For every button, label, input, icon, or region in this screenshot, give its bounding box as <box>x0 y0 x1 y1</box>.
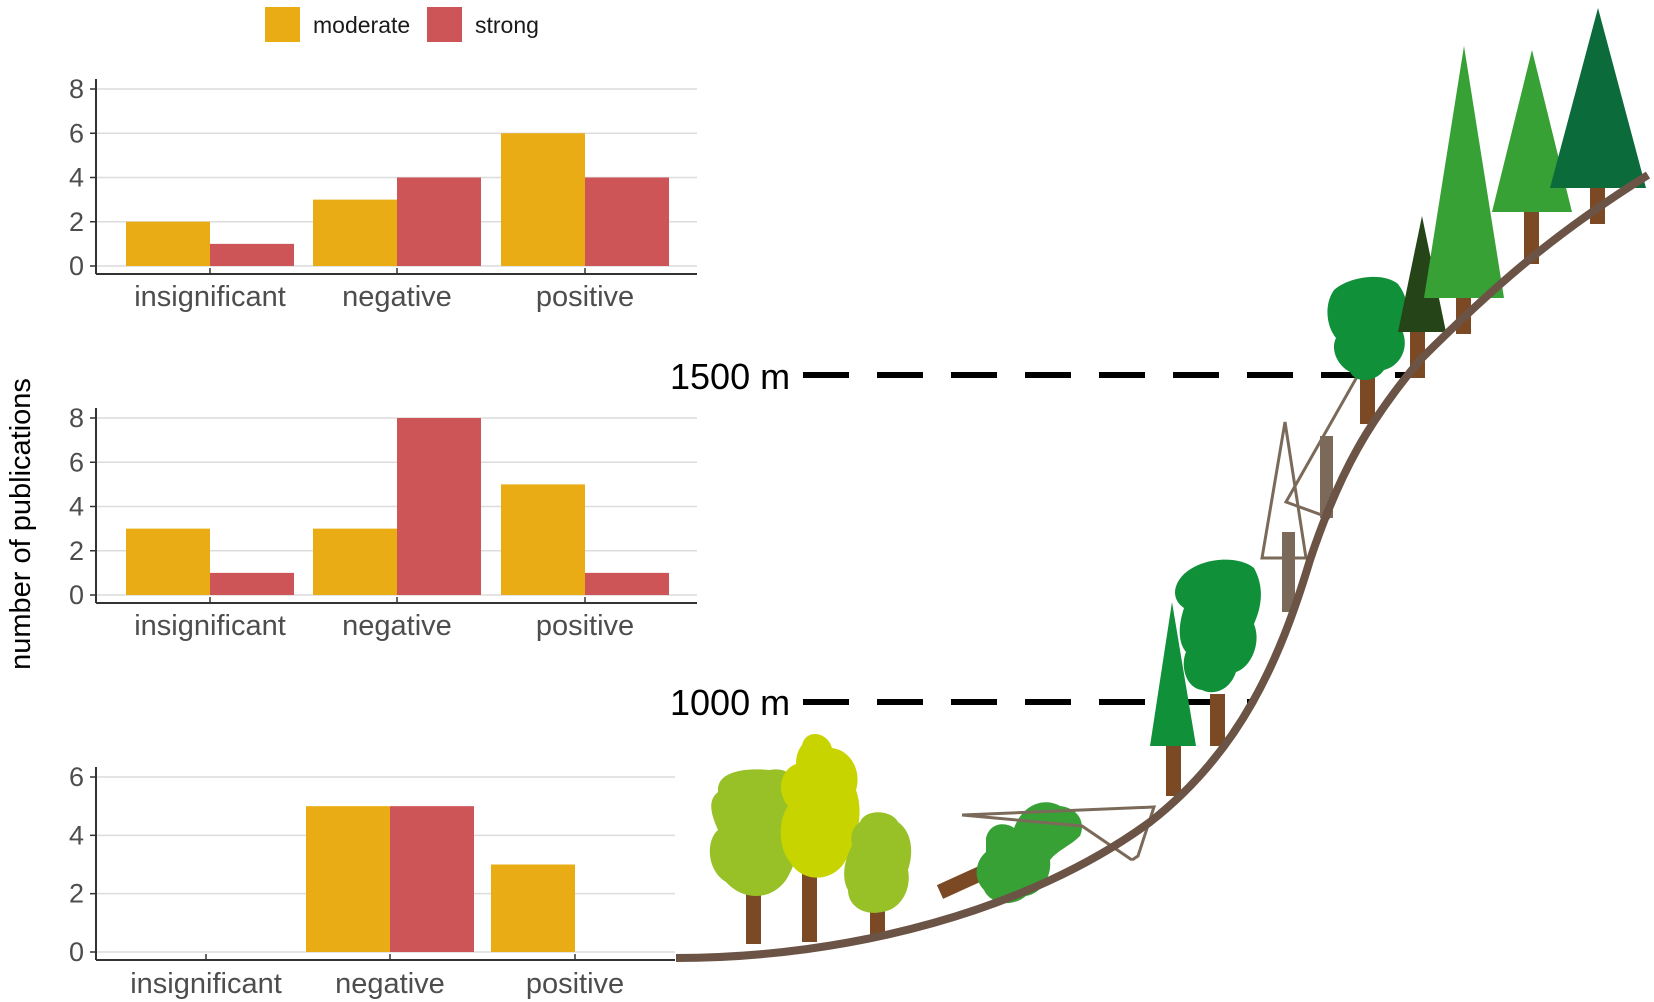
elevation-label-1500: 1500 m <box>670 356 790 397</box>
dead-tree-outline <box>1260 367 1364 612</box>
y-tick-label: 0 <box>69 251 84 281</box>
bar-strong-negative <box>390 806 474 952</box>
bar-strong-insignificant <box>210 572 294 595</box>
bar-moderate-insignificant <box>126 221 210 266</box>
y-tick-label: 4 <box>69 163 84 193</box>
bar-moderate-negative <box>313 199 397 266</box>
mountain-illustration: 1500 m 1000 m <box>670 8 1651 962</box>
legend: moderate strong <box>265 7 539 42</box>
y-tick-label: 0 <box>69 937 84 967</box>
legend-swatch-moderate <box>265 7 300 42</box>
bar-panel-1: 0 2 4 6 8 insignificant negative positive <box>69 74 697 313</box>
bar-panels: 0 2 4 6 8 insignificant negative positive 0 2 4 6 8 i… <box>69 74 697 1000</box>
y-tick-label: 2 <box>69 536 84 566</box>
broadleaf-tree-2 <box>780 733 860 942</box>
y-tick-label: 2 <box>69 879 84 909</box>
y-tick-label: 8 <box>69 403 84 433</box>
bar-moderate-negative <box>313 528 397 595</box>
legend-swatch-strong <box>427 7 462 42</box>
x-category-label: insignificant <box>130 968 282 1000</box>
y-tick-label: 6 <box>69 118 84 148</box>
bar-moderate-positive <box>501 484 585 595</box>
x-category-label: negative <box>342 610 452 642</box>
y-tick-label: 6 <box>69 762 84 792</box>
bar-moderate-positive <box>501 133 585 266</box>
broadleaf-tree-3 <box>844 812 912 936</box>
y-tick-label: 2 <box>69 207 84 237</box>
bar-moderate-insignificant <box>126 528 210 595</box>
bar-strong-negative <box>397 418 481 595</box>
x-category-label: positive <box>536 610 634 642</box>
x-category-label: negative <box>342 281 452 313</box>
bar-panel-3: 0 2 4 6 insignificant negative positive <box>69 762 675 1000</box>
broadleaf-tree-1 <box>709 769 800 944</box>
x-category-label: insignificant <box>134 281 286 313</box>
bar-strong-positive <box>585 177 669 266</box>
bar-panel-2: 0 2 4 6 8 insignificant negative positive <box>69 403 697 642</box>
bar-strong-positive <box>585 572 669 595</box>
x-category-label: insignificant <box>134 610 286 642</box>
tall-conifer-2 <box>1492 50 1572 264</box>
y-tick-label: 4 <box>69 820 84 850</box>
x-category-label: positive <box>536 281 634 313</box>
elevation-marker-1500: 1500 m <box>670 356 1425 397</box>
y-tick-label: 0 <box>69 580 84 610</box>
bar-moderate-positive <box>491 864 575 952</box>
x-category-label: negative <box>335 968 445 1000</box>
elevation-label-1000: 1000 m <box>670 682 790 723</box>
y-axis-label: number of publications <box>5 378 37 670</box>
legend-label-strong: strong <box>475 12 539 38</box>
x-category-label: positive <box>526 968 624 1000</box>
upper-broadleaf-tree <box>1327 276 1407 424</box>
mountain-slope-line <box>675 171 1651 962</box>
legend-label-moderate: moderate <box>313 12 410 38</box>
y-tick-label: 8 <box>69 74 84 104</box>
bar-strong-negative <box>397 177 481 266</box>
bar-moderate-negative <box>306 806 390 952</box>
bar-strong-insignificant <box>210 243 294 266</box>
fallen-tree <box>936 802 1157 904</box>
mixed-tree-pair <box>1150 559 1261 796</box>
y-tick-label: 4 <box>69 492 84 522</box>
y-tick-label: 6 <box>69 447 84 477</box>
